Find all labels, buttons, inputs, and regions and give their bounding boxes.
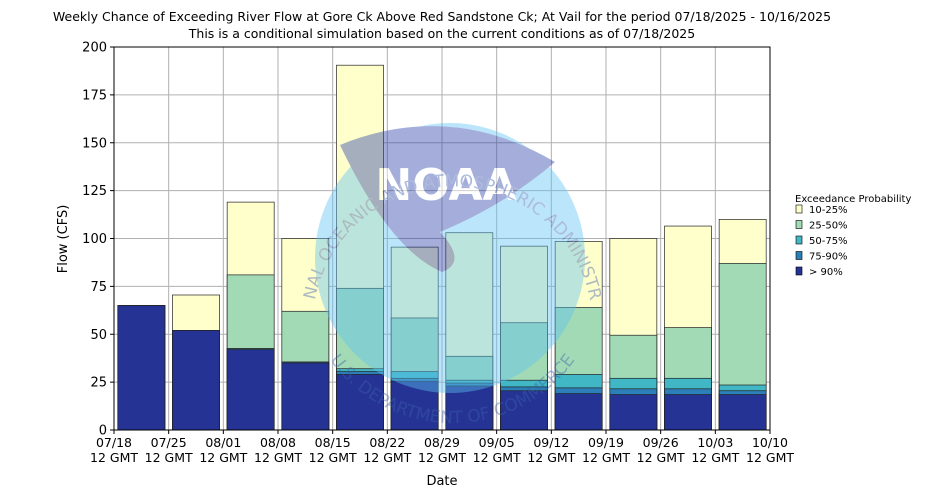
y-tick-label: 200 xyxy=(82,41,107,56)
x-tick-label: 08/01 12 GMT xyxy=(199,435,247,465)
y-tick-label: 50 xyxy=(90,328,107,343)
y-tick-label: 125 xyxy=(82,184,107,199)
y-tick-label: 100 xyxy=(82,232,107,247)
bar-segment xyxy=(445,385,494,431)
legend-label: 50-75% xyxy=(809,236,848,247)
legend-swatch xyxy=(795,251,803,260)
x-tick-label: 10/03 12 GMT xyxy=(691,435,739,465)
legend-label: > 90% xyxy=(809,267,843,278)
x-tick-label: 08/29 12 GMT xyxy=(418,435,466,465)
legend-swatch xyxy=(795,204,803,214)
y-axis: 0 25 50 75 100 125 150 175 200 xyxy=(82,41,114,439)
x-tick-label: 09/05 12 GMT xyxy=(473,435,521,465)
x-tick-label: 10/10 12 GMT xyxy=(746,435,794,465)
bar-segment xyxy=(390,380,439,431)
legend-title: Exceedance Probability xyxy=(795,194,911,205)
x-axis-label: Date xyxy=(426,474,457,489)
bar-segment xyxy=(117,305,166,431)
chart-title: Weekly Chance of Exceeding River Flow at… xyxy=(53,9,831,24)
legend-label: 75-90% xyxy=(809,252,848,263)
bar-segment xyxy=(664,394,712,431)
y-tick-label: 150 xyxy=(82,136,107,151)
legend-label: 10-25% xyxy=(809,205,848,216)
x-tick-label: 09/26 12 GMT xyxy=(637,435,685,465)
x-tick-label: 08/08 12 GMT xyxy=(254,435,302,465)
x-tick-label: 09/19 12 GMT xyxy=(582,435,630,465)
bar-segment xyxy=(172,330,220,431)
legend: Exceedance Probability 10-25% 25-50% 50-75… xyxy=(795,194,911,278)
legend-label: 25-50% xyxy=(809,221,848,232)
x-tick-label: 07/18 12 GMT xyxy=(90,435,138,465)
y-tick-label: 75 xyxy=(90,280,107,295)
x-tick-label: 08/22 12 GMT xyxy=(363,435,411,465)
chart-subtitle: This is a conditional simulation based o… xyxy=(188,26,695,41)
noaa-globe xyxy=(315,123,585,393)
x-tick-label: 08/15 12 GMT xyxy=(309,435,357,465)
y-tick-label: 25 xyxy=(90,376,107,391)
bar-segment xyxy=(718,394,767,431)
bar-segment xyxy=(336,374,384,431)
legend-swatch xyxy=(795,266,803,276)
legend-swatch xyxy=(795,220,803,229)
noaa-logo-text: NOAA xyxy=(375,160,516,211)
noaa-bird-shape xyxy=(340,126,555,272)
y-tick-label: 175 xyxy=(82,88,107,103)
bar-segment xyxy=(281,362,330,431)
bars xyxy=(117,64,767,431)
bar-segment xyxy=(226,349,275,431)
y-axis-label: Flow (CFS) xyxy=(56,205,71,274)
bar-segment xyxy=(609,394,658,431)
legend-swatch xyxy=(795,235,803,245)
x-tick-label: 09/12 12 GMT xyxy=(527,435,575,465)
x-tick-label: 07/25 12 GMT xyxy=(145,435,193,465)
bar-segment xyxy=(554,393,603,431)
y-tick-label: 0 xyxy=(99,424,107,439)
